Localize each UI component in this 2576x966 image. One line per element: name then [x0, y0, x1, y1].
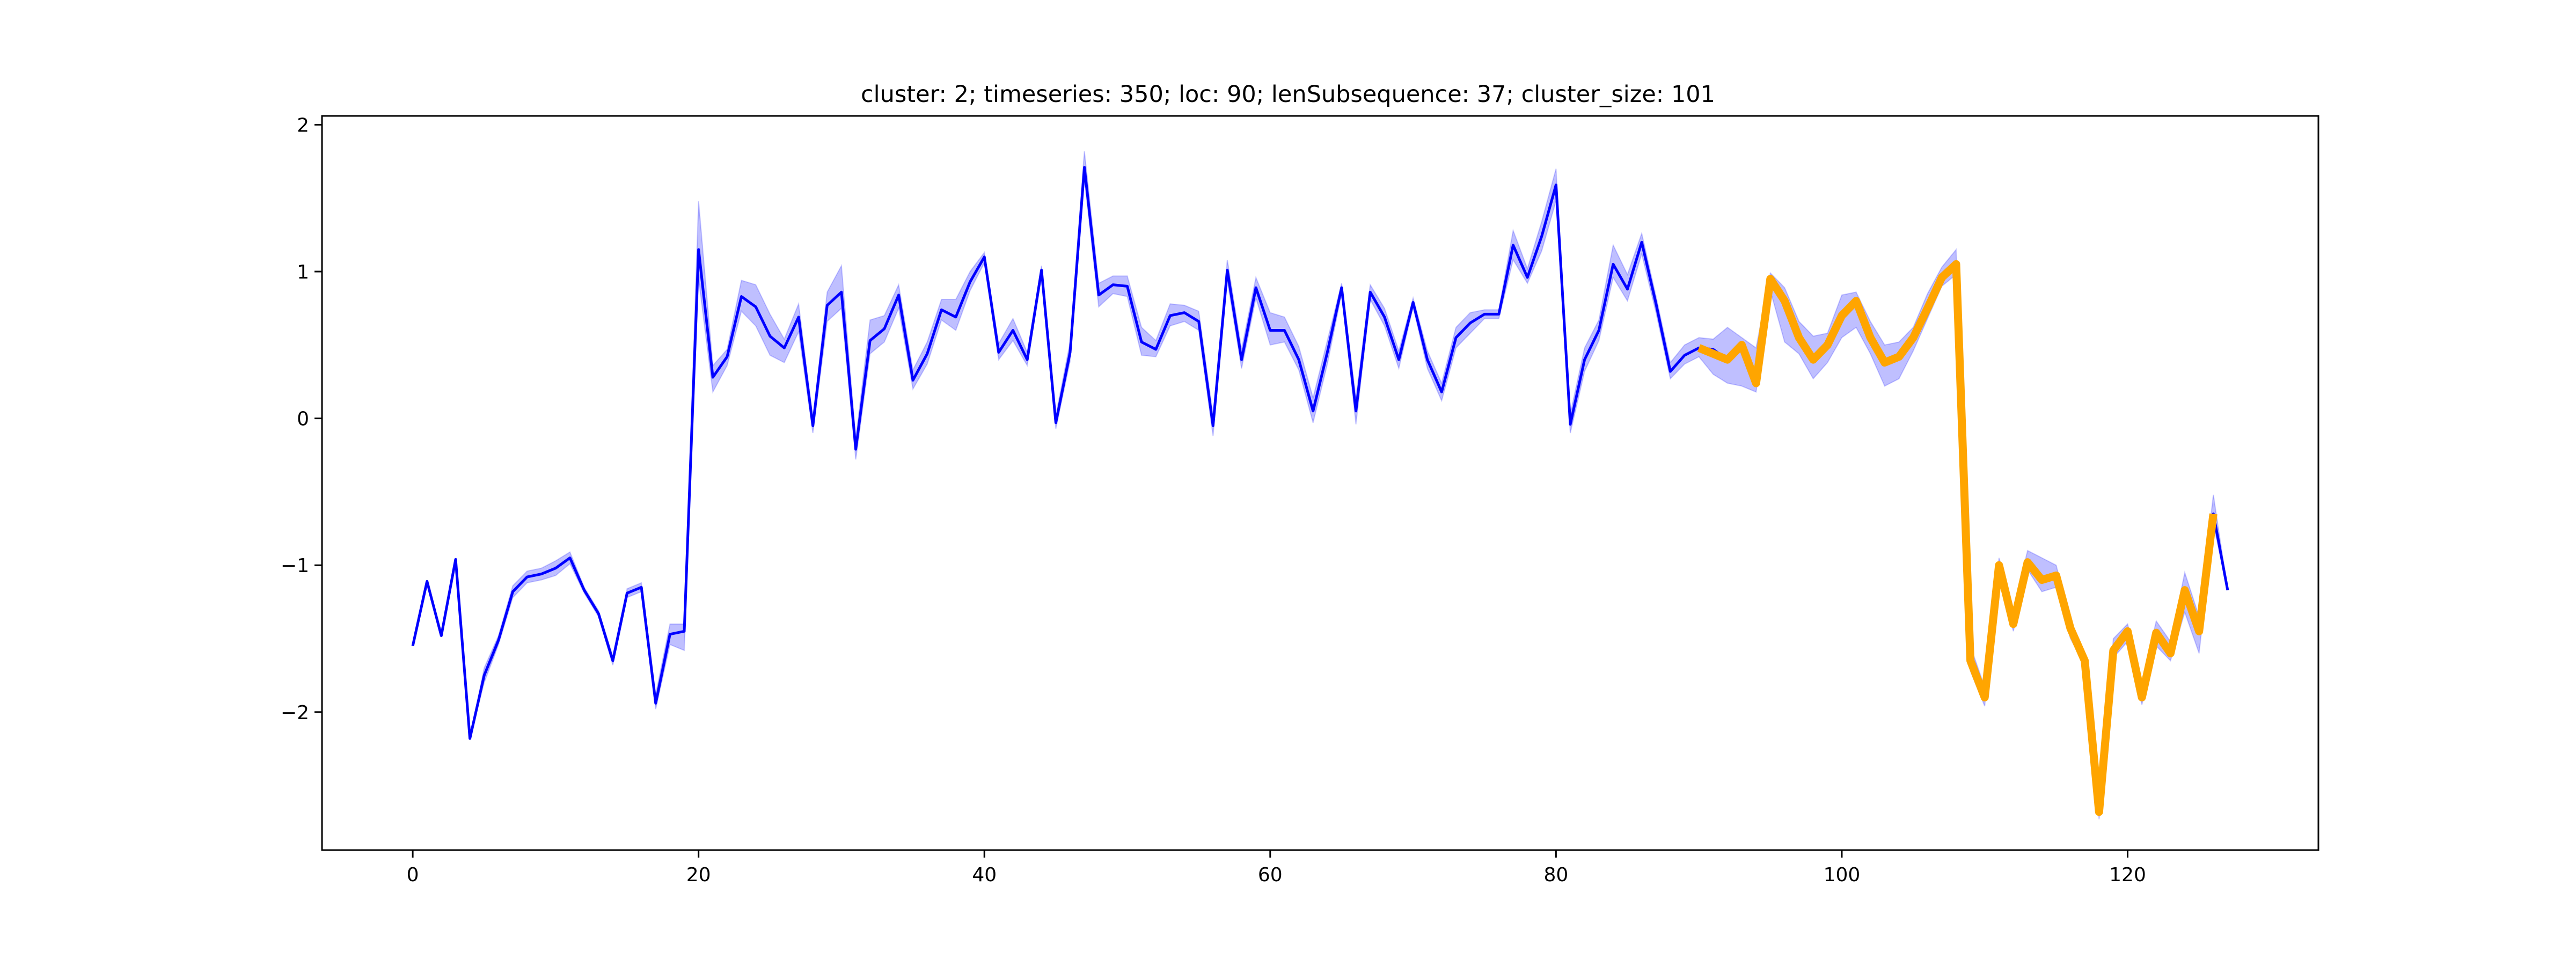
y-tick-label: 2 — [297, 114, 309, 136]
x-axis: 0 20 40 60 80 100 120 — [407, 850, 2146, 886]
y-tick-label: 1 — [297, 261, 309, 283]
y-tick-label: −1 — [281, 555, 309, 577]
x-tick-label: 80 — [1543, 864, 1568, 886]
plot-frame — [321, 115, 2319, 851]
x-tick-label: 120 — [2109, 864, 2146, 886]
x-tick-label: 0 — [407, 864, 419, 886]
y-tick-label: 0 — [297, 408, 309, 430]
y-axis: −2 −1 0 1 2 — [281, 114, 322, 724]
subsequence-line — [1697, 260, 2218, 816]
y-tick-label: −2 — [281, 702, 309, 724]
confidence-band — [412, 151, 2228, 819]
subsequence-line-layer — [1697, 260, 2218, 816]
x-tick-label: 20 — [686, 864, 711, 886]
chart-title: cluster: 2; timeseries: 350; loc: 90; le… — [861, 81, 1715, 108]
x-tick-label: 40 — [972, 864, 997, 886]
confidence-band-layer — [412, 151, 2228, 819]
x-tick-label: 100 — [1824, 864, 1861, 886]
x-tick-label: 60 — [1258, 864, 1283, 886]
